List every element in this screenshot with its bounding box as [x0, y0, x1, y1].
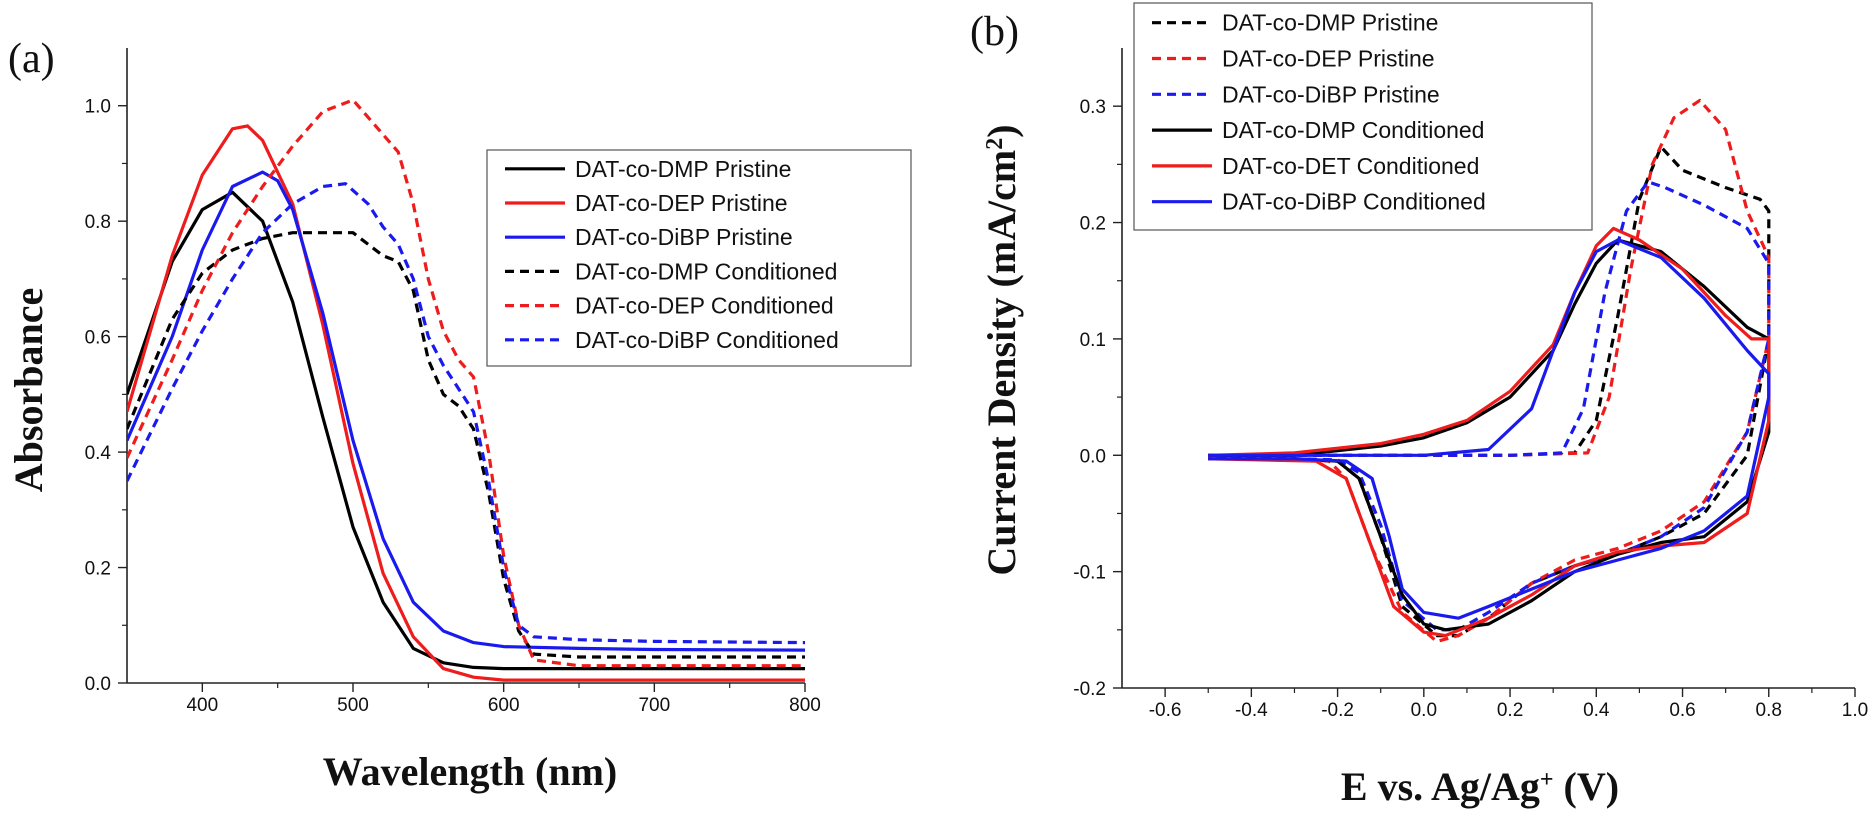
series-line-dat-co-dep-pristine [127, 124, 805, 682]
y-tick-label: 0.2 [85, 559, 111, 580]
y-tick-label: 0.8 [85, 212, 111, 233]
series-line-dat-co-dmp-pristine [127, 190, 805, 671]
x-tick-label: -0.2 [1321, 700, 1354, 721]
y-tick-label: 0.1 [1080, 330, 1106, 351]
x-tick-label: -0.4 [1235, 700, 1268, 721]
x-tick-label: 0.6 [1669, 700, 1695, 721]
x-tick-label: 600 [488, 695, 520, 716]
y-tick-label: 0.0 [85, 674, 111, 695]
legend-box [1133, 2, 1593, 231]
x-tick-label: 500 [337, 695, 369, 716]
series-line-dat-co-dmp-conditioned [1208, 238, 1771, 632]
series-group [127, 98, 805, 682]
legend-entry-label: DAT-co-DiBP Pristine [575, 224, 793, 250]
x-tick-label: 1.0 [1842, 700, 1868, 721]
panel-label: (a) [8, 36, 55, 82]
x-tick-label: 0.4 [1583, 700, 1610, 721]
series-line-dat-co-dibp-conditioned [1208, 238, 1771, 620]
x-tick-label: 700 [638, 695, 670, 716]
legend: DAT-co-DMP Pristine DAT-co-DEP Pristine DA… [1133, 2, 1593, 231]
y-tick-label: 0.0 [1080, 446, 1106, 467]
y-tick-label: -0.1 [1073, 563, 1106, 584]
x-axis-title: E vs. Ag/Ag+ (V) [1341, 764, 1619, 809]
y-tick-label: 0.6 [85, 328, 111, 349]
series-line-dat-co-dibp-pristine [1208, 180, 1771, 632]
axes: -0.6 -0.4 -0.2 0.0 0.2 0.4 0.6 0.8 1.0 -0.2 -0.1 0.… [1073, 48, 1868, 721]
x-tick-label: 0.0 [1411, 700, 1437, 721]
legend-entry-label: DAT-co-DMP Pristine [575, 156, 791, 182]
panel-a-absorbance-chart: 400 500 600 700 800 0.0 0.2 0.4 0.6 0.8 1.0 DAT-co-… [6, 36, 912, 794]
x-tick-label: -0.6 [1149, 700, 1182, 721]
legend-entry-label: DAT-co-DET Conditioned [1222, 153, 1479, 179]
y-tick-label: 1.0 [85, 97, 111, 118]
legend-entry-label: DAT-co-DMP Conditioned [575, 258, 837, 284]
x-axis-title-superscript: + [1540, 767, 1554, 793]
series-line-dat-co-dep-conditioned [127, 98, 805, 668]
legend-entry-label: DAT-co-DEP Pristine [575, 190, 788, 216]
y-axis-title: Current Density (mA/cm2) [979, 124, 1024, 575]
series-group [1208, 98, 1771, 644]
x-tick-label: 800 [789, 695, 821, 716]
series-line-dat-co-det-conditioned [1208, 226, 1771, 638]
legend-entry-label: DAT-co-DMP Conditioned [1222, 117, 1484, 143]
y-axis-title-suffix: ) [979, 124, 1024, 137]
y-tick-label: 0.4 [85, 443, 112, 464]
legend-entry-label: DAT-co-DEP Pristine [1222, 45, 1435, 71]
legend-entry-label: DAT-co-DiBP Pristine [1222, 81, 1440, 107]
legend-entry-label: DAT-co-DMP Pristine [1222, 10, 1438, 36]
legend: DAT-co-DMP Pristine DAT-co-DEP Pristine DA… [486, 149, 912, 367]
x-axis-title-suffix: (V) [1554, 764, 1620, 809]
y-tick-label: 0.2 [1080, 214, 1106, 235]
x-axis-title: Wavelength (nm) [323, 749, 617, 794]
y-tick-label: 0.3 [1080, 97, 1106, 118]
y-axis-title-superscript: 2 [982, 138, 1008, 150]
x-tick-label: 0.2 [1497, 700, 1523, 721]
panel-label: (b) [970, 9, 1019, 55]
y-tick-label: -0.2 [1073, 679, 1106, 700]
y-axis-title: Absorbance [6, 288, 51, 492]
series-line-dat-co-dmp-conditioned [127, 231, 805, 659]
legend-entry-label: DAT-co-DEP Conditioned [575, 293, 834, 319]
legend-box [486, 149, 912, 367]
legend-entry-label: DAT-co-DiBP Conditioned [575, 327, 839, 353]
panel-b-cv-chart: -0.6 -0.4 -0.2 0.0 0.2 0.4 0.6 0.8 1.0 -0.2 -0.1 0.… [970, 2, 1868, 809]
x-tick-label: 0.8 [1756, 700, 1782, 721]
legend-entry-label: DAT-co-DiBP Conditioned [1222, 189, 1486, 215]
x-tick-label: 400 [186, 695, 218, 716]
series-line-dat-co-dibp-conditioned [127, 182, 805, 645]
axes: 400 500 600 700 800 0.0 0.2 0.4 0.6 0.8 1.0 [85, 48, 821, 716]
series-line-dat-co-dmp-pristine [1208, 145, 1771, 638]
